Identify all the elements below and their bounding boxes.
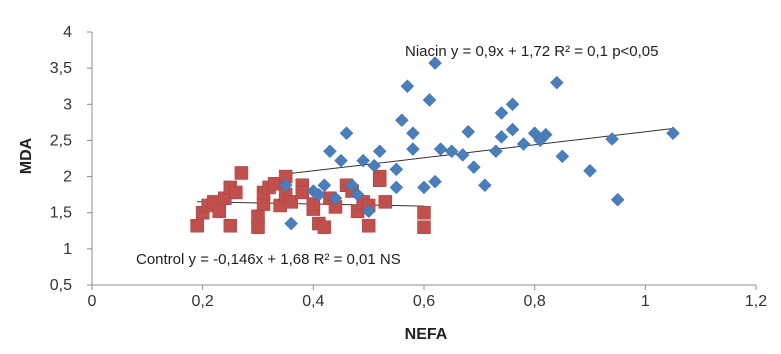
- niacin-point: [323, 144, 337, 159]
- control-point: [417, 205, 431, 220]
- y-axis-title: MDA: [18, 137, 35, 174]
- niacin-point: [339, 126, 354, 141]
- axes: 0,5 1 1,5 2 2,5 3 3,5 4 0 0,2 0,4 0,6 0,8 1 1,2: [50, 24, 767, 310]
- y-tick-label: 4: [63, 24, 72, 41]
- data-points: [190, 56, 680, 234]
- y-tick-label: 2: [63, 169, 72, 186]
- x-tick-label: 0: [88, 293, 97, 310]
- x-axis-title: NEFA: [405, 326, 448, 343]
- control-point: [378, 195, 393, 209]
- y-tick-label: 1,5: [50, 205, 72, 222]
- control-point: [256, 197, 271, 211]
- niacin-point: [312, 187, 326, 202]
- y-tick-label: 3,5: [50, 60, 72, 77]
- niacin-point: [389, 180, 404, 195]
- niacin-point: [494, 129, 509, 144]
- niacin-point: [428, 56, 442, 70]
- y-tick-label: 3: [63, 96, 72, 113]
- niacin-point: [395, 113, 409, 128]
- niacin-point: [389, 162, 404, 177]
- niacin-point: [444, 144, 459, 159]
- niacin-point: [505, 97, 520, 112]
- x-tick-label: 0,8: [524, 293, 546, 310]
- y-tick-label: 2,5: [50, 132, 72, 149]
- niacin-point: [494, 106, 509, 120]
- niacin-point: [345, 178, 359, 193]
- niacin-point: [583, 163, 597, 178]
- niacin-point: [466, 160, 481, 175]
- x-tick-label: 0,2: [192, 293, 214, 310]
- niacin-point: [317, 178, 332, 193]
- niacin-point: [406, 142, 420, 156]
- niacin-point: [478, 178, 492, 193]
- niacin-point: [516, 137, 531, 151]
- niacin-point: [455, 148, 470, 162]
- control-point: [317, 220, 332, 234]
- niacin-point: [461, 124, 476, 139]
- niacin-point: [489, 144, 503, 159]
- y-tick-label: 0,5: [50, 277, 72, 294]
- niacin-point: [278, 178, 293, 193]
- niacin-point: [361, 204, 376, 219]
- x-tick-label: 1: [641, 293, 650, 310]
- niacin-point: [433, 142, 448, 156]
- niacin-point: [428, 174, 442, 189]
- control-regression-label: Control y = -0,146x + 1,68 R² = 0,01 NS: [136, 251, 401, 268]
- niacin-point: [538, 127, 553, 142]
- x-tick-label: 0,4: [302, 293, 324, 310]
- niacin-point: [505, 122, 520, 137]
- niacin-point: [422, 93, 437, 107]
- control-point: [190, 218, 204, 233]
- niacin-point: [372, 144, 387, 159]
- niacin-point: [400, 79, 415, 94]
- niacin-point: [367, 158, 382, 173]
- niacin-point: [406, 126, 420, 141]
- control-point: [417, 220, 431, 234]
- niacin-point: [356, 153, 370, 168]
- niacin-point: [334, 153, 348, 168]
- control-point: [284, 195, 298, 209]
- y-tick-label: 1: [63, 241, 72, 258]
- niacin-point: [605, 132, 619, 146]
- x-tick-label: 0,6: [413, 293, 435, 310]
- control-point: [372, 173, 387, 187]
- control-point: [295, 185, 310, 200]
- niacin-point: [417, 180, 431, 195]
- control-point: [223, 218, 238, 233]
- niacin-regression-label: Niacin y = 0,9x + 1,72 R² = 0,1 p<0,05: [405, 43, 659, 60]
- control-point: [234, 166, 249, 180]
- niacin-point: [328, 191, 343, 206]
- niacin-point: [555, 149, 570, 164]
- control-point: [212, 204, 227, 219]
- niacin-point: [284, 216, 299, 231]
- niacin-point: [350, 187, 365, 202]
- x-tick-label: 1,2: [745, 293, 767, 310]
- control-point: [229, 185, 243, 200]
- niacin-point: [666, 126, 680, 141]
- niacin-point: [549, 75, 564, 90]
- niacin-point: [610, 192, 625, 207]
- control-point: [361, 218, 376, 233]
- control-point: [251, 209, 265, 224]
